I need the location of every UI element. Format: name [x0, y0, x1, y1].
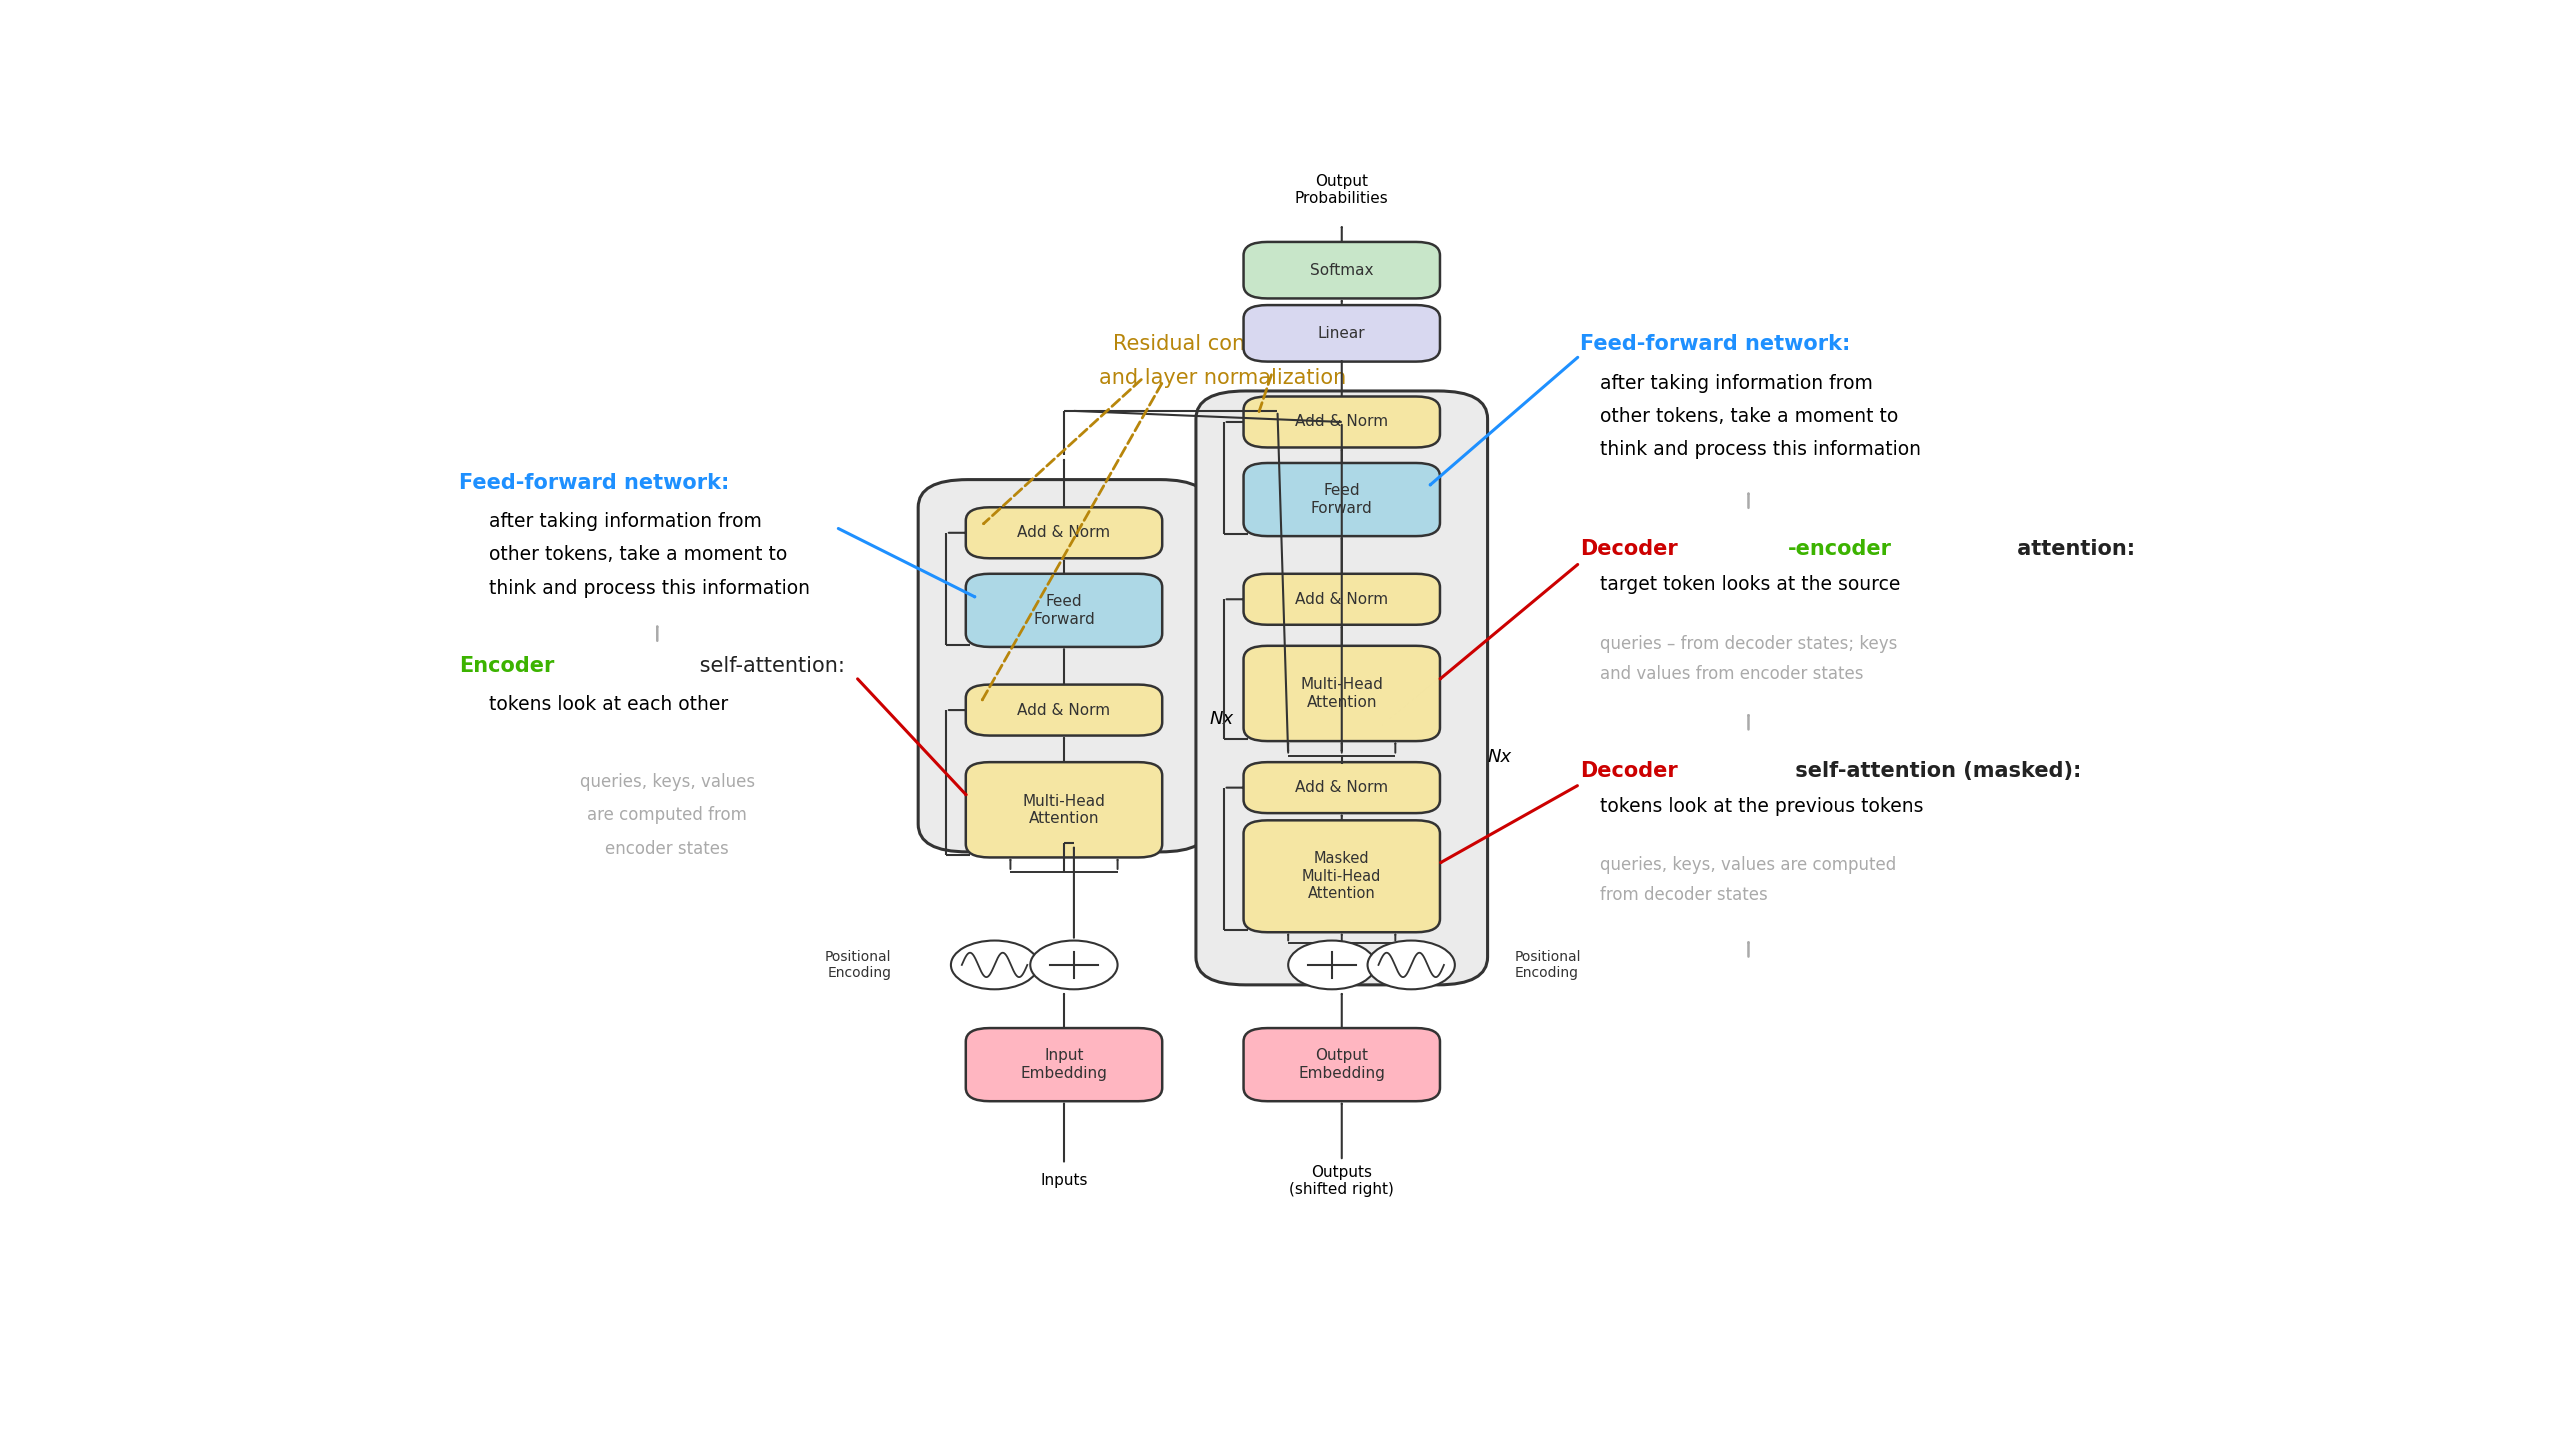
Text: Positional
Encoding: Positional Encoding [824, 950, 891, 980]
Text: and values from encoder states: and values from encoder states [1600, 665, 1864, 682]
Text: attention:: attention: [2010, 540, 2135, 560]
Text: Outputs
(shifted right): Outputs (shifted right) [1290, 1164, 1395, 1197]
Text: Add & Norm: Add & Norm [1016, 702, 1111, 718]
Text: Decoder: Decoder [1580, 761, 1677, 781]
Circle shape [1367, 941, 1454, 989]
Circle shape [1029, 941, 1119, 989]
Text: queries, keys, values are computed: queries, keys, values are computed [1600, 856, 1897, 875]
FancyBboxPatch shape [965, 1027, 1162, 1101]
Text: Positional
Encoding: Positional Encoding [1516, 950, 1582, 980]
Text: Decoder: Decoder [1580, 540, 1677, 560]
FancyBboxPatch shape [1244, 1027, 1439, 1101]
Text: Feed
Forward: Feed Forward [1034, 594, 1096, 626]
FancyBboxPatch shape [1196, 391, 1487, 984]
Circle shape [950, 941, 1039, 989]
Text: tokens look at each other: tokens look at each other [489, 695, 727, 714]
Text: Encoder: Encoder [458, 656, 556, 676]
Text: target token looks at the source: target token looks at the source [1600, 576, 1900, 594]
FancyBboxPatch shape [1244, 820, 1439, 932]
Text: Feed-forward network:: Feed-forward network: [458, 473, 730, 494]
Text: Multi-Head
Attention: Multi-Head Attention [1021, 793, 1106, 826]
Text: Inputs: Inputs [1039, 1173, 1088, 1189]
Text: other tokens, take a moment to: other tokens, take a moment to [1600, 407, 1897, 426]
Text: Add & Norm: Add & Norm [1295, 414, 1388, 429]
Text: queries, keys, values: queries, keys, values [579, 773, 755, 791]
Text: other tokens, take a moment to: other tokens, take a moment to [489, 545, 786, 564]
Text: Residual connections: Residual connections [1114, 334, 1334, 354]
Text: Multi-Head
Attention: Multi-Head Attention [1300, 678, 1382, 709]
Text: Add & Norm: Add & Norm [1016, 525, 1111, 540]
Text: Feed-forward network:: Feed-forward network: [1580, 334, 1851, 354]
Text: Masked
Multi-Head
Attention: Masked Multi-Head Attention [1303, 852, 1382, 901]
Text: Linear: Linear [1318, 325, 1364, 341]
Text: self-attention:: self-attention: [694, 656, 845, 676]
Text: after taking information from: after taking information from [1600, 374, 1871, 393]
Text: self-attention (masked):: self-attention (masked): [1789, 761, 2081, 781]
Text: Input
Embedding: Input Embedding [1021, 1049, 1108, 1081]
Circle shape [1288, 941, 1375, 989]
Text: and layer normalization: and layer normalization [1098, 368, 1347, 387]
FancyBboxPatch shape [965, 763, 1162, 858]
Text: are computed from: are computed from [586, 806, 748, 825]
Text: from decoder states: from decoder states [1600, 886, 1766, 904]
FancyBboxPatch shape [919, 479, 1211, 852]
Text: after taking information from: after taking information from [489, 512, 760, 531]
FancyBboxPatch shape [1244, 463, 1439, 537]
Text: think and process this information: think and process this information [489, 578, 809, 597]
Text: Output
Embedding: Output Embedding [1298, 1049, 1385, 1081]
Text: Add & Norm: Add & Norm [1295, 591, 1388, 607]
Text: Add & Norm: Add & Norm [1295, 780, 1388, 796]
Text: Softmax: Softmax [1311, 263, 1375, 278]
Text: Nx: Nx [1487, 748, 1513, 766]
FancyBboxPatch shape [965, 685, 1162, 735]
Text: think and process this information: think and process this information [1600, 440, 1920, 459]
Text: -encoder: -encoder [1789, 540, 1892, 560]
FancyBboxPatch shape [1244, 397, 1439, 448]
FancyBboxPatch shape [965, 508, 1162, 558]
Text: Nx: Nx [1211, 709, 1234, 728]
Text: Output
Probabilities: Output Probabilities [1295, 174, 1388, 206]
Text: queries – from decoder states; keys: queries – from decoder states; keys [1600, 635, 1897, 653]
FancyBboxPatch shape [1244, 646, 1439, 741]
FancyBboxPatch shape [965, 574, 1162, 648]
FancyBboxPatch shape [1244, 305, 1439, 361]
Text: Feed
Forward: Feed Forward [1311, 484, 1372, 515]
Text: tokens look at the previous tokens: tokens look at the previous tokens [1600, 797, 1923, 816]
FancyBboxPatch shape [1244, 242, 1439, 298]
Text: encoder states: encoder states [604, 839, 730, 858]
FancyBboxPatch shape [1244, 763, 1439, 813]
FancyBboxPatch shape [1244, 574, 1439, 625]
